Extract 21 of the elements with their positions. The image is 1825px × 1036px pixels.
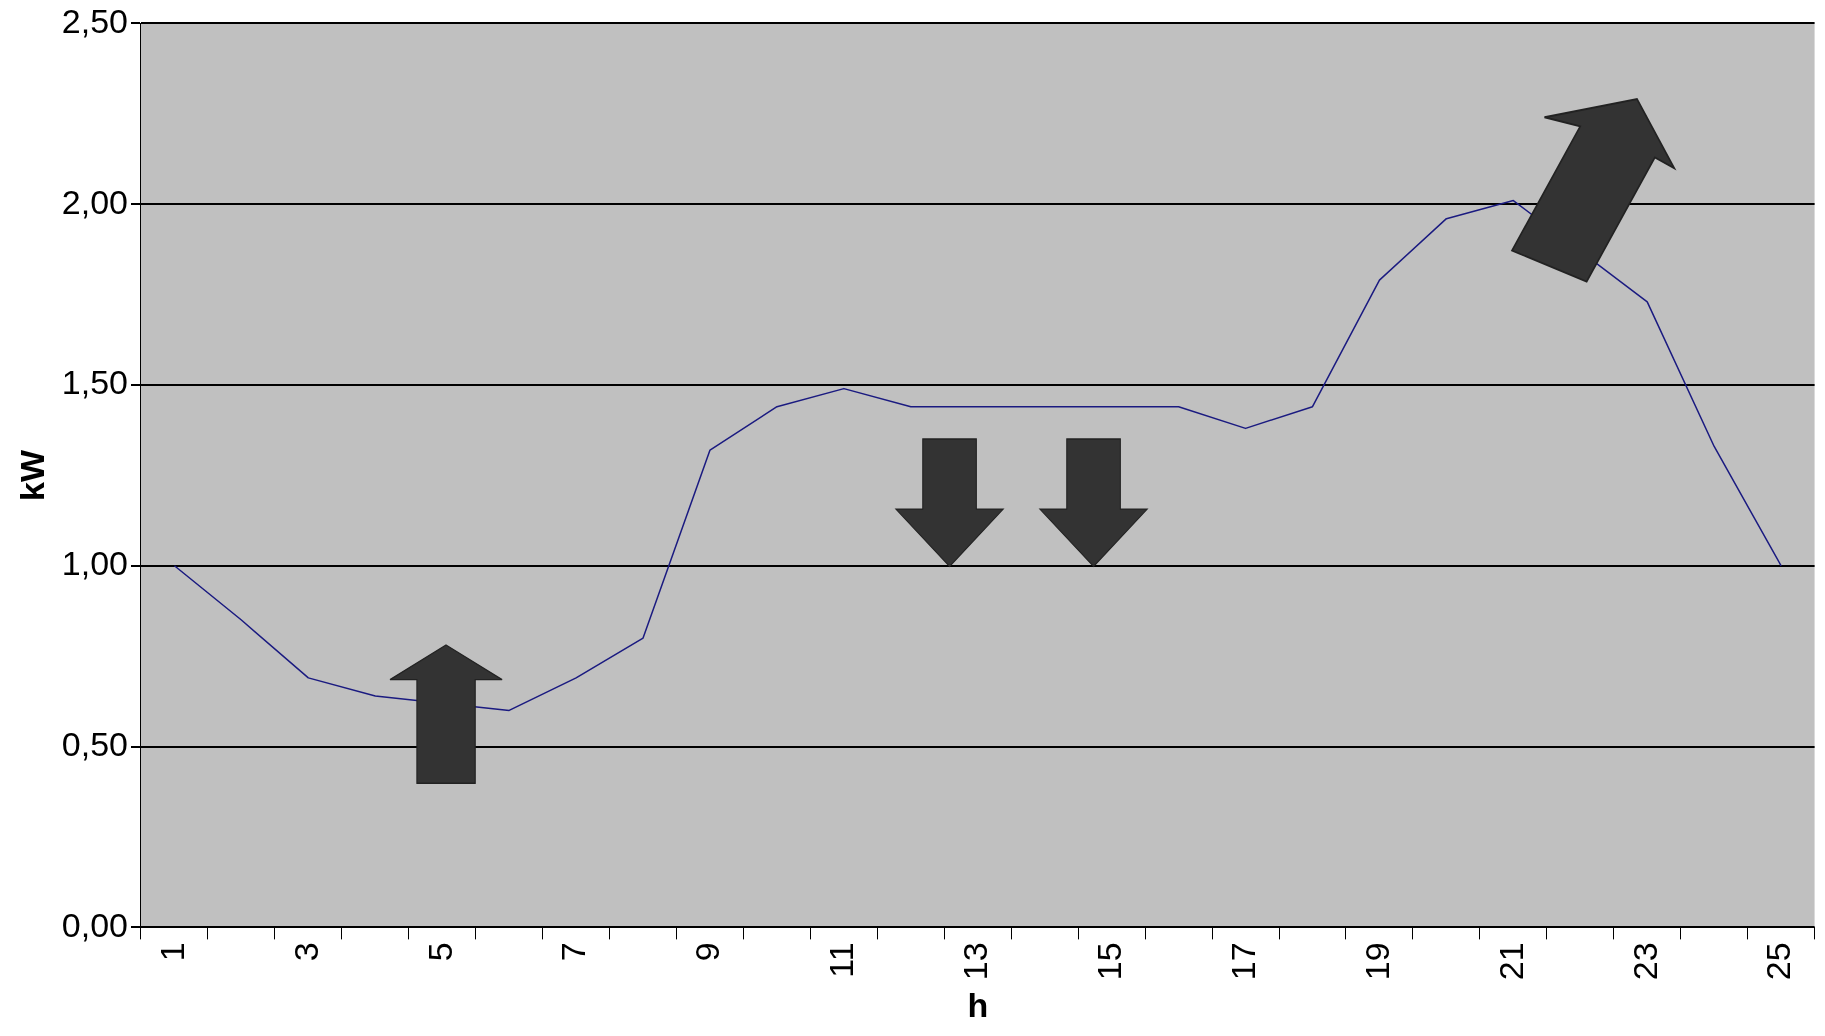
x-tick-label: 7 — [554, 942, 593, 962]
x-tick-label: 15 — [1090, 942, 1129, 981]
y-tick-label: 0,00 — [61, 905, 128, 944]
x-tick-label: 25 — [1759, 942, 1798, 981]
x-axis-title: h — [967, 985, 989, 1024]
x-tick-label: 21 — [1491, 942, 1530, 981]
x-tick-label: 1 — [152, 942, 191, 962]
x-tick-label: 11 — [822, 942, 861, 978]
y-axis-title: kW — [12, 448, 51, 501]
x-tick-label: 17 — [1223, 942, 1262, 981]
x-tick-label: 19 — [1357, 942, 1396, 981]
y-tick-label: 1,50 — [61, 363, 128, 402]
y-tick-label: 2,50 — [61, 1, 128, 40]
x-tick-label: 23 — [1625, 942, 1664, 981]
y-tick-label: 1,00 — [61, 544, 128, 583]
x-tick-label: 9 — [688, 942, 727, 962]
x-tick-label: 3 — [286, 942, 325, 962]
x-tick-label: 13 — [956, 942, 995, 981]
y-tick-label: 2,00 — [61, 182, 128, 221]
x-tick-label: 5 — [420, 942, 459, 962]
y-tick-label: 0,50 — [61, 724, 128, 763]
